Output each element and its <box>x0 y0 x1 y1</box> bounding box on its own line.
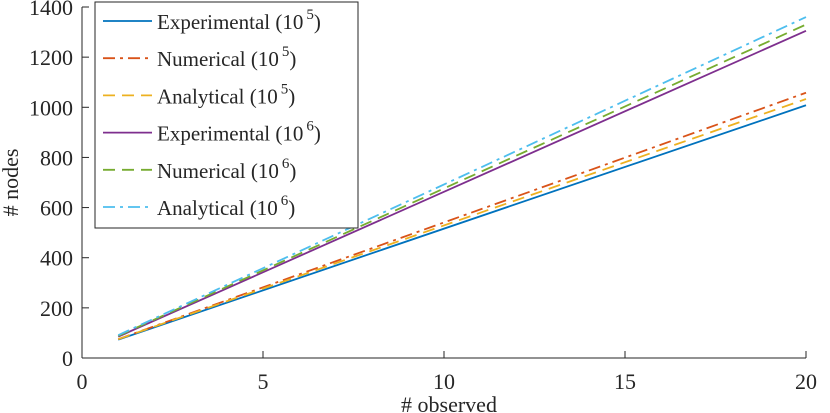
series-line-4 <box>117 29 807 338</box>
series-lines <box>117 16 807 341</box>
y-tick-label: 1200 <box>29 45 73 70</box>
x-tick-label: 5 <box>258 369 269 394</box>
series-line-6 <box>117 16 807 337</box>
y-tick-label: 800 <box>40 145 73 170</box>
series-line-3 <box>117 98 807 341</box>
y-tick-label: 200 <box>40 296 73 321</box>
legend-label-6: Analytical (10 6) <box>157 193 295 220</box>
legend-label-4: Experimental (10 6) <box>157 119 321 146</box>
x-tick-label: 0 <box>77 369 88 394</box>
y-tick-label: 1400 <box>29 0 73 20</box>
x-tick-label: 20 <box>795 369 817 394</box>
series-line-2 <box>117 91 807 341</box>
x-axis-label: # observed <box>401 392 497 413</box>
x-tick-label: 15 <box>614 369 636 394</box>
legend-box <box>94 1 359 229</box>
y-axis-label: # nodes <box>0 149 23 217</box>
legend: Experimental (10 5) Numerical (10 5) Analyti… <box>94 1 359 229</box>
legend-label-1: Experimental (10 5) <box>157 7 321 34</box>
legend-label-2: Numerical (10 5) <box>157 44 296 71</box>
series-line-1 <box>117 104 807 341</box>
x-tick-label: 10 <box>433 369 455 394</box>
series-line-5 <box>117 23 807 337</box>
y-tick-label: 600 <box>40 196 73 221</box>
legend-label-5: Numerical (10 6) <box>157 156 296 183</box>
legend-label-3: Analytical (10 5) <box>157 81 295 108</box>
y-tick-label: 400 <box>40 246 73 271</box>
y-tick-label: 0 <box>62 346 73 371</box>
y-tick-label: 1000 <box>29 95 73 120</box>
